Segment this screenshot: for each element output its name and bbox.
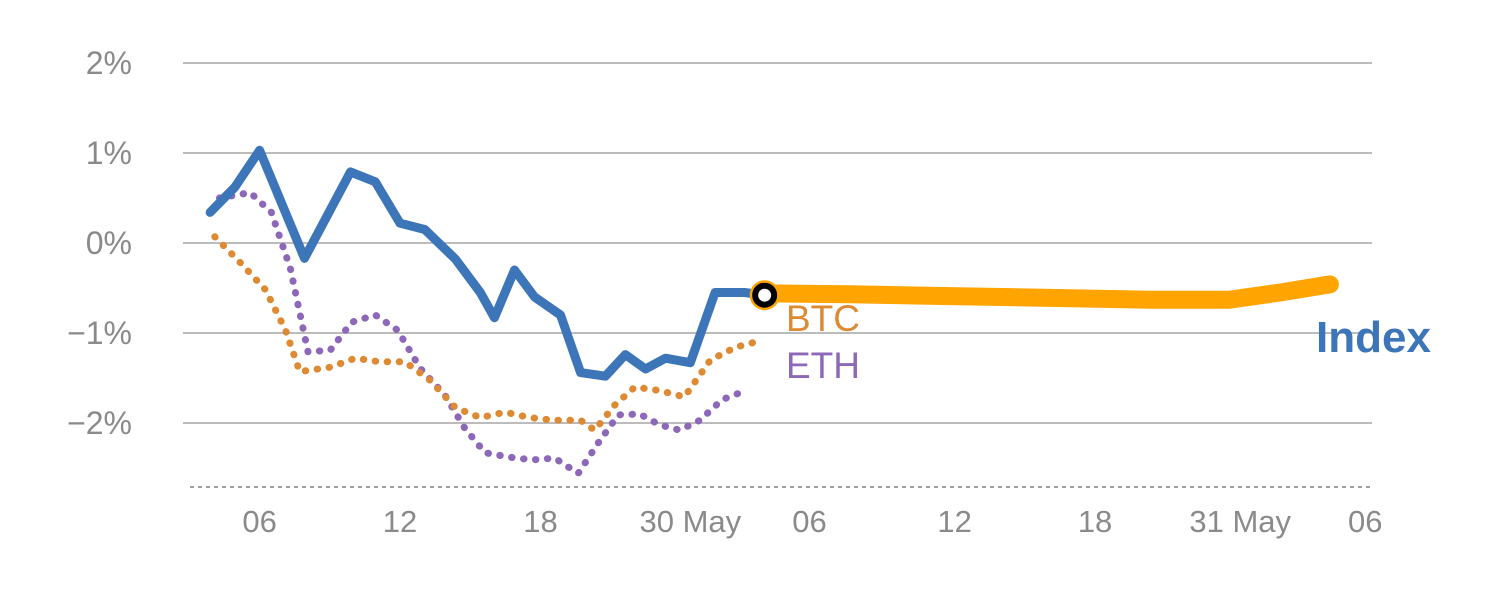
x-tick-label: 31 May (1189, 504, 1291, 539)
x-tick-label: 12 (383, 504, 417, 539)
x-tick-label: 18 (523, 504, 557, 539)
x-tick-label: 06 (242, 504, 276, 539)
y-tick-label: 1% (86, 135, 132, 171)
current-point-marker (752, 282, 778, 308)
y-tick-label: −2% (67, 405, 132, 441)
index_projection-line (755, 275, 1339, 309)
y-tick-label: 0% (86, 225, 132, 261)
x-tick-label: 06 (1348, 504, 1382, 539)
eth-series-label: ETH (786, 345, 860, 386)
eth-line (216, 189, 752, 477)
x-tick-label: 06 (792, 504, 826, 539)
index-series-label: Index (1316, 313, 1431, 362)
y-tick-label: 2% (86, 45, 132, 81)
y-tick-label: −1% (67, 315, 132, 351)
btc-series-label: BTC (786, 298, 860, 339)
btc-line (211, 233, 766, 434)
x-tick-label: 12 (937, 504, 971, 539)
x-tick-label: 30 May (639, 504, 741, 539)
index-line (205, 145, 770, 381)
x-tick-label: 18 (1078, 504, 1112, 539)
